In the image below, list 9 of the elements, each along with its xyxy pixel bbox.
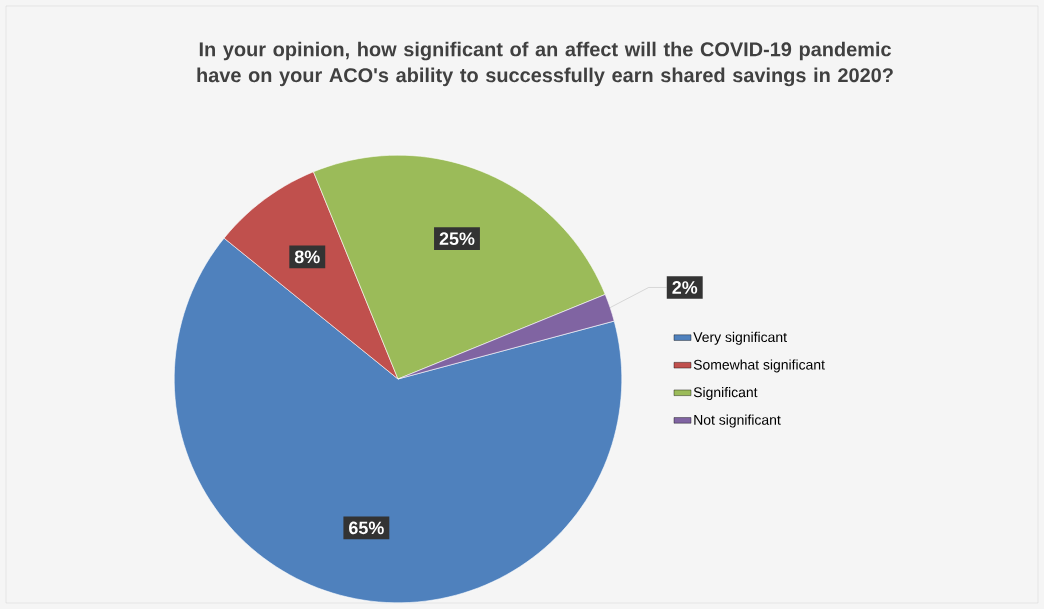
legend-label: Not significant	[694, 414, 781, 428]
legend-label: Significant	[693, 386, 758, 400]
legend-label: Very significant	[693, 331, 787, 345]
data-label: 8%	[294, 250, 320, 264]
chart-title: In your opinion, how significant of an affect will the COVID-19 pandemic have on your ACO's ability to successfully earn shared savings in 2020?	[197, 41, 893, 87]
data-label: 65%	[349, 521, 384, 535]
legend-label: Somewhat significant	[693, 359, 825, 373]
data-label: 25%	[439, 232, 475, 246]
data-label: 2%	[672, 281, 698, 294]
